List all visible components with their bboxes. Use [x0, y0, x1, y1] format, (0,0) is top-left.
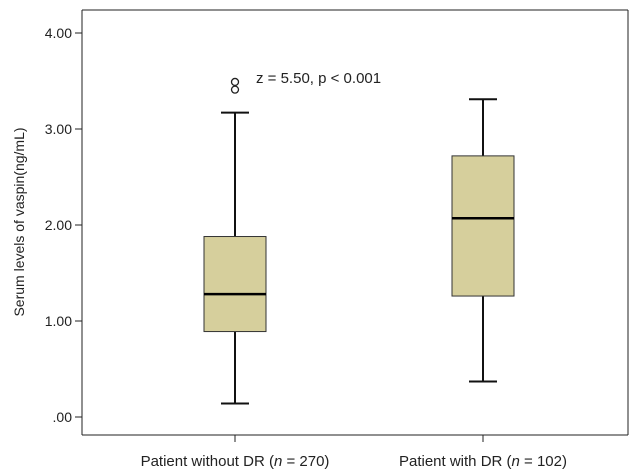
- y-tick-label: 2.00: [45, 217, 72, 233]
- y-ticks: .00 1.00 2.00 3.00 4.00: [45, 25, 82, 425]
- box-group: [203, 77, 267, 442]
- x-labels: Patient without DR (n = 270) Patient with…: [141, 453, 567, 470]
- label-n: n: [274, 453, 282, 470]
- box-group: [451, 98, 515, 442]
- label-prefix: Patient with DR (: [399, 453, 512, 470]
- y-tick-label: 1.00: [45, 313, 72, 329]
- iqr-box: [451, 155, 515, 297]
- label-suffix: = 102): [520, 453, 567, 470]
- boxes: [203, 77, 515, 442]
- y-tick-label: 4.00: [45, 25, 72, 41]
- annotation-text: z = 5.50, p < 0.001: [256, 70, 381, 87]
- label-suffix: = 270): [282, 453, 329, 470]
- y-tick-label: .00: [53, 409, 73, 425]
- x-category-label: Patient without DR (n = 270): [141, 453, 330, 470]
- label-prefix: Patient without DR (: [141, 453, 274, 470]
- y-tick-label: 3.00: [45, 121, 72, 137]
- label-n: n: [512, 453, 520, 470]
- y-axis-title: Serum levels of vaspin(ng/mL): [11, 127, 27, 316]
- plot-frame: [81, 9, 629, 436]
- x-category-label: Patient with DR (n = 102): [399, 453, 567, 470]
- iqr-box: [203, 236, 267, 333]
- outlier-point: [230, 77, 240, 87]
- outlier-point: [230, 85, 240, 94]
